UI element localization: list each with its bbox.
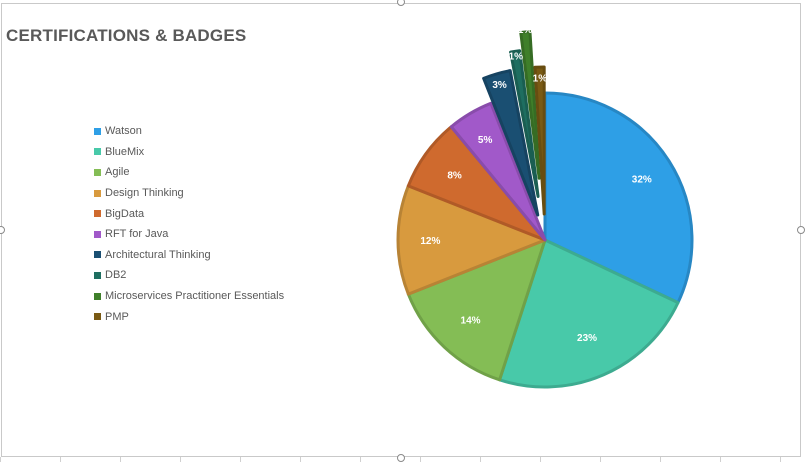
legend-label: Agile — [105, 166, 130, 179]
data-label-db2: 1% — [509, 52, 524, 63]
legend-item-bigdata: BigData — [94, 203, 284, 224]
legend-item-db2: DB2 — [94, 265, 284, 286]
pie-slice-agile[interactable] — [406, 238, 547, 382]
resize-handle-top[interactable] — [397, 0, 405, 6]
pie-slice-microservices-practitioner-essentials[interactable] — [519, 30, 541, 180]
pie-slice-watson[interactable] — [543, 91, 694, 305]
resize-handle-right[interactable] — [797, 226, 805, 234]
legend-swatch — [94, 127, 101, 135]
legend-label: BigData — [105, 207, 145, 220]
legend-label: BlueMix — [105, 145, 145, 158]
legend-label: Design Thinking — [105, 187, 184, 200]
data-label-agile: 14% — [461, 315, 481, 326]
pie-slice-pmp[interactable] — [533, 65, 546, 216]
chart-legend: Watson BlueMix Agile Design Thinking BigData… — [94, 121, 284, 327]
chart-title: CERTIFICATIONS & BADGES — [6, 26, 247, 45]
pie-slice-architectural-thinking[interactable] — [482, 69, 540, 217]
legend-swatch — [94, 210, 101, 218]
legend-label: Architectural Thinking — [105, 248, 211, 261]
pie-slice-design-thinking[interactable] — [396, 184, 547, 296]
legend-item-pmp: PMP — [94, 306, 284, 327]
pie-slice-rft-for-java[interactable] — [449, 101, 547, 242]
data-label-pmp: 1% — [533, 73, 548, 84]
legend-item-bluemix: BlueMix — [94, 142, 284, 163]
legend-swatch — [94, 168, 101, 176]
legend-label: Watson — [105, 125, 142, 138]
legend-item-design-thinking: Design Thinking — [94, 183, 284, 204]
legend-swatch — [94, 251, 101, 259]
legend-swatch — [94, 230, 101, 238]
legend-label: PMP — [105, 310, 129, 323]
legend-item-rft-for-java: RFT for Java — [94, 224, 284, 245]
legend-swatch — [94, 189, 101, 197]
pie-slice-db2[interactable] — [509, 49, 540, 199]
legend-swatch — [94, 292, 101, 300]
data-label-design-thinking: 12% — [420, 236, 440, 247]
legend-item-architectural-thinking: Architectural Thinking — [94, 245, 284, 266]
legend-label: DB2 — [105, 269, 127, 282]
resize-handle-left[interactable] — [0, 226, 5, 234]
data-label-microservices-practitioner-essentials: 1% — [518, 25, 533, 36]
data-label-rft-for-java: 5% — [478, 135, 493, 146]
legend-swatch — [94, 313, 101, 321]
pie-slice-bluemix[interactable] — [498, 238, 680, 389]
data-label-bluemix: 23% — [577, 333, 597, 344]
legend-item-agile: Agile — [94, 162, 284, 183]
data-label-bigdata: 8% — [447, 170, 462, 181]
data-label-watson: 32% — [632, 175, 652, 186]
legend-label: Microservices Practitioner Essentials — [105, 290, 285, 303]
legend-swatch — [94, 148, 101, 156]
legend-item-watson: Watson — [94, 121, 284, 142]
data-label-architectural-thinking: 3% — [492, 80, 507, 91]
legend-item-microservices-practitioner-essentials: Microservices Practitioner Essentials — [94, 286, 284, 307]
legend-label: RFT for Java — [105, 228, 169, 241]
column-ruler — [0, 457, 806, 462]
legend-swatch — [94, 271, 101, 279]
